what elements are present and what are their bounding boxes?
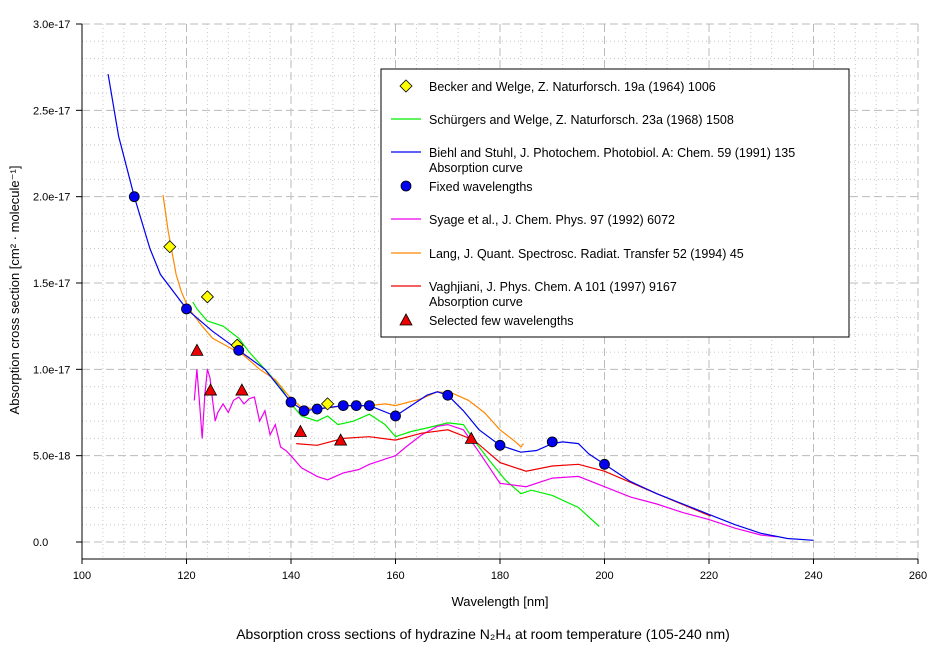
data-point-circle: [285, 396, 297, 408]
legend-swatch-marker: [399, 79, 413, 93]
data-point-circle: [494, 439, 506, 451]
legend-label: Vaghjiani, J. Phys. Chem. A 101 (1997) 9…: [429, 280, 677, 294]
x-tick-label: 120: [177, 570, 195, 582]
x-tick-label: 140: [282, 570, 300, 582]
legend-label: Lang, J. Quant. Spectrosc. Radiat. Trans…: [429, 247, 744, 261]
data-point-circle: [363, 400, 375, 411]
y-tick-label: 1.5e-17: [33, 278, 70, 290]
series-line-4: [193, 369, 777, 538]
data-point-circle: [337, 400, 349, 411]
y-tick-label: 1.0e-17: [33, 364, 70, 376]
data-point-circle: [390, 410, 401, 422]
axes: 100 120 140 160 180 200 220 240 260 0.0 5.0e-18 1.0…: [33, 19, 927, 582]
y-axis-label: Absorption cross section [cm² · molecule…: [7, 166, 22, 415]
legend-label-sub: Absorption curve: [429, 295, 523, 309]
x-tick-label: 100: [73, 570, 91, 582]
data-point-triangle: [333, 433, 348, 446]
data-point-triangle: [190, 343, 204, 356]
data-point-triangle: [293, 424, 308, 437]
legend: Becker and Welge, Z. Naturforsch. 19a (1…: [380, 68, 850, 338]
y-tick-label: 3.0e-17: [33, 19, 70, 31]
y-tick-label: 2.5e-17: [33, 105, 70, 117]
series-line-2: [107, 73, 814, 541]
legend-label: Syage et al., J. Chem. Phys. 97 (1992) 6…: [429, 213, 675, 227]
data-point-circle: [546, 436, 558, 448]
legend-label: Selected few wavelengths: [429, 314, 574, 328]
legend-label-sub: Absorption curve: [429, 161, 523, 175]
data-point-triangle: [464, 431, 478, 444]
data-point-circle: [233, 344, 245, 356]
legend-swatch-marker: [400, 180, 412, 192]
legend-label: Fixed wavelengths: [429, 180, 533, 194]
legend-label: Biehl and Stuhl, J. Photochem. Photobiol…: [429, 146, 795, 160]
data-point-triangle: [203, 383, 218, 396]
data-point-circle: [128, 191, 140, 203]
chart-title: Absorption cross sections of hydrazine N…: [236, 626, 730, 642]
legend-label: Becker and Welge, Z. Naturforsch. 19a (1…: [429, 80, 716, 94]
y-tick-label: 5.0e-18: [33, 451, 70, 463]
data-point-circle: [298, 405, 310, 417]
x-tick-label: 220: [700, 570, 718, 582]
x-tick-label: 160: [386, 570, 404, 582]
x-tick-label: 180: [491, 570, 509, 582]
y-tick-label: 2.0e-17: [33, 192, 70, 204]
x-tick-label: 200: [595, 570, 613, 582]
legend-box: [380, 68, 850, 338]
data-point-circle: [599, 458, 610, 470]
x-tick-label: 240: [804, 570, 822, 582]
data-point-circle: [442, 389, 454, 401]
data-point-diamond: [163, 240, 177, 254]
y-tick-label: 0.0: [33, 537, 48, 549]
x-tick-label: 260: [909, 570, 927, 582]
data-point-triangle: [235, 383, 249, 396]
legend-label: Schürgers and Welge, Z. Naturforsch. 23a…: [429, 113, 734, 127]
x-axis-label: Wavelength [nm]: [451, 594, 548, 609]
legend-swatch-marker: [399, 313, 413, 326]
series-layer: [107, 73, 814, 541]
data-point-circle: [181, 303, 192, 315]
data-point-circle: [350, 400, 362, 411]
data-point-diamond: [200, 290, 214, 304]
data-point-diamond: [321, 397, 335, 411]
data-point-circle: [311, 403, 323, 415]
